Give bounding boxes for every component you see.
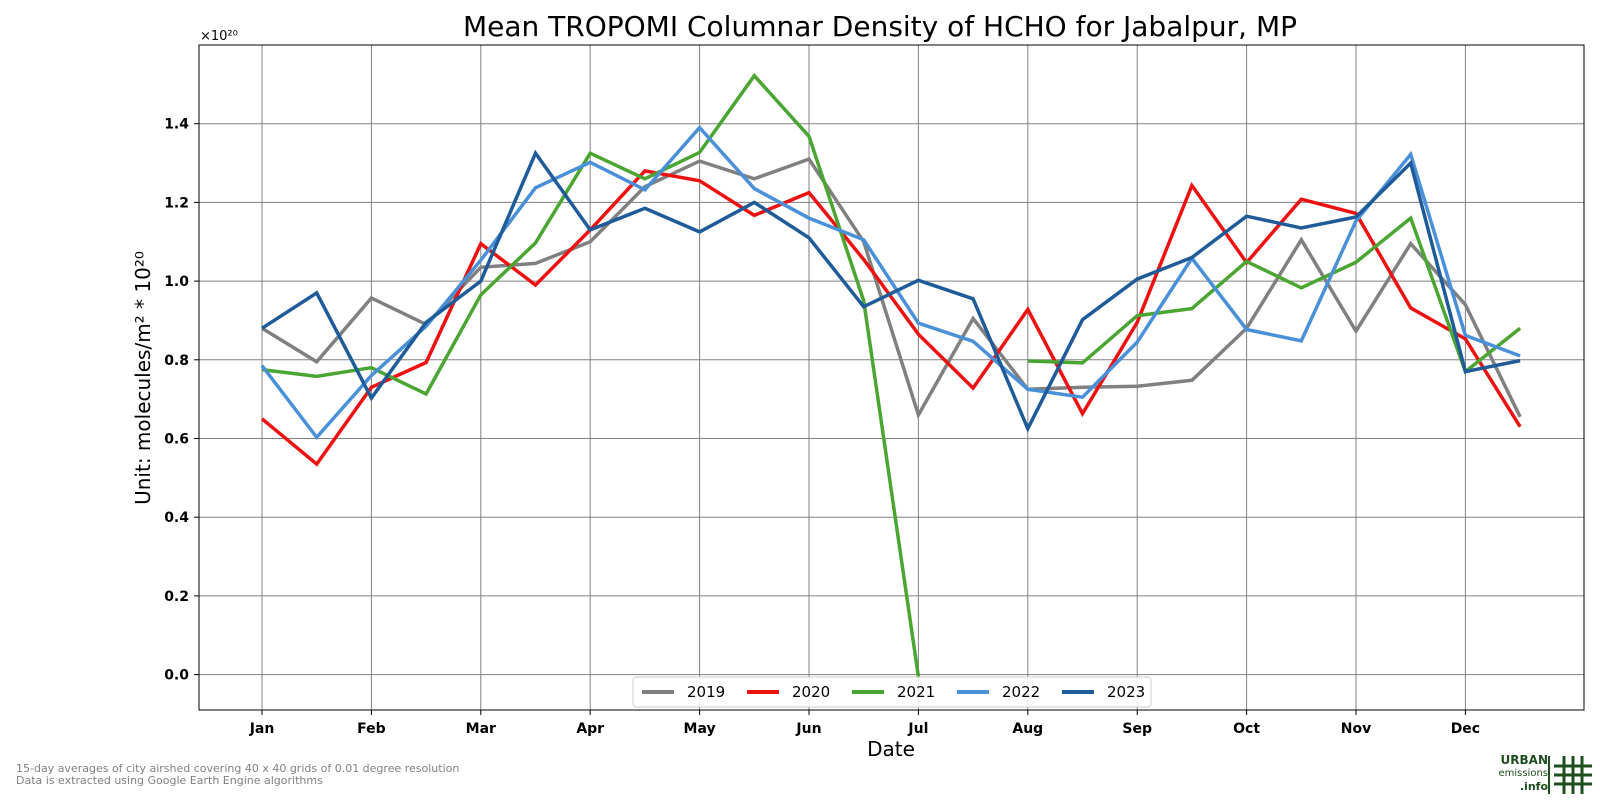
grid	[199, 45, 1584, 710]
x-tick-label: Dec	[1451, 721, 1480, 737]
legend: 2019 2020 2021 2022 2023	[632, 676, 1152, 708]
y-tick-label: 0.6	[164, 431, 189, 447]
y-tick-label: 0.0	[164, 668, 189, 684]
x-tick-label: Feb	[357, 721, 386, 737]
y-tick-label: 0.2	[164, 589, 189, 605]
y-tick-label: 1.2	[164, 195, 189, 211]
x-tick-label: Sep	[1122, 721, 1152, 737]
legend-box	[632, 676, 1152, 708]
legend-label-2019: 2019	[687, 683, 725, 701]
grid-logo-icon	[1554, 756, 1592, 794]
x-tick-label: Jan	[249, 721, 275, 737]
y-tick-label: 1.0	[164, 274, 189, 290]
x-axis-label: Date	[867, 737, 915, 761]
y-tick-label: 0.4	[164, 510, 189, 526]
x-tick-label: Oct	[1233, 721, 1260, 737]
logo-divider	[1548, 756, 1550, 794]
x-tick-label: May	[684, 721, 716, 737]
series-line-2019	[261, 156, 1522, 420]
x-tick-label: Nov	[1341, 721, 1371, 737]
series-line-2022	[260, 124, 1521, 441]
legend-label-2020: 2020	[792, 683, 830, 701]
y-tick-label: 1.4	[164, 117, 189, 133]
y-ticks: 0.0 0.2 0.4 0.6 0.8 1.0 1.2 1.4	[164, 117, 199, 684]
plot-frame	[198, 44, 1585, 711]
chart-title: Mean TROPOMI Columnar Density of HCHO fo…	[463, 10, 1297, 43]
legend-label-2023: 2023	[1107, 683, 1145, 701]
series-line-2021	[261, 72, 1522, 677]
urban-emissions-logo: URBAN emissions .info	[1496, 754, 1596, 796]
y-tick-label: 0.8	[164, 353, 189, 369]
x-tick-label: Apr	[576, 721, 604, 737]
x-tick-label: Jun	[795, 721, 821, 737]
series-group	[260, 72, 1522, 677]
y-offset-label: ×10²⁰	[200, 29, 238, 44]
logo-line-1: URBAN	[1500, 753, 1548, 767]
series-line-2023	[261, 149, 1521, 433]
series-line-2020	[260, 169, 1522, 467]
legend-label-2022: 2022	[1002, 683, 1040, 701]
x-tick-label: Jul	[907, 721, 928, 737]
logo-line-3: .info	[1519, 780, 1548, 793]
x-ticks: Jan Feb Mar Apr May Jun Jul Aug Sep Oct Nov Dec	[249, 710, 1480, 737]
footnote-2: Data is extracted using Google Earth Eng…	[16, 774, 323, 787]
logo-line-2: emissions	[1498, 768, 1548, 779]
y-axis-label: Unit: molecules/m² * 10²⁰	[131, 251, 155, 505]
footnote-1: 15-day averages of city airshed covering…	[16, 762, 460, 775]
x-tick-label: Mar	[466, 721, 496, 737]
legend-label-2021: 2021	[897, 683, 935, 701]
x-tick-label: Aug	[1012, 721, 1043, 737]
